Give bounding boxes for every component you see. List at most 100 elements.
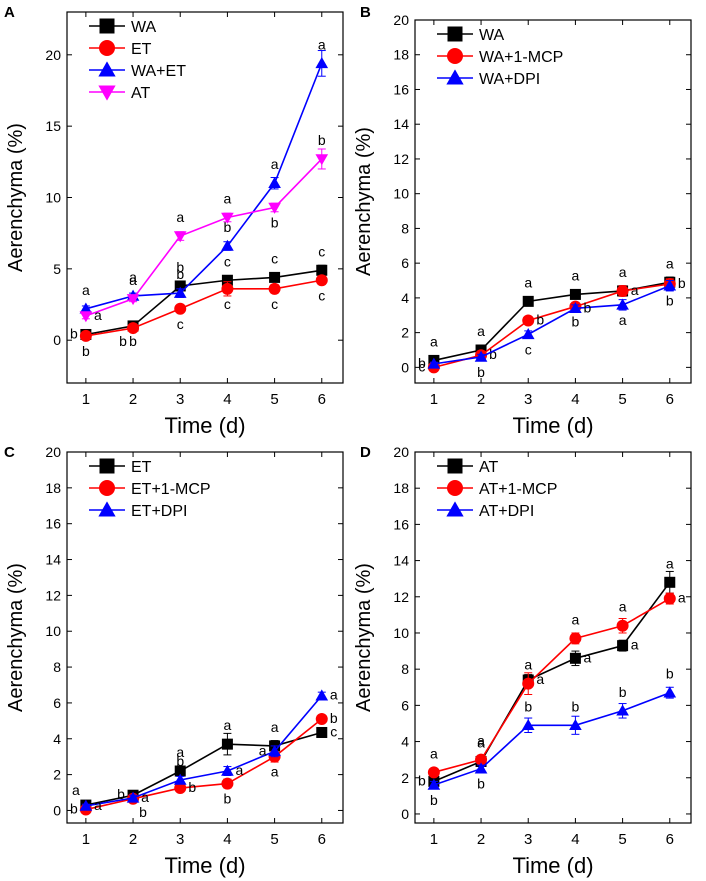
- significance-letter: b: [489, 346, 497, 362]
- data-point: [315, 689, 329, 701]
- data-point: [79, 311, 93, 323]
- data-point: [174, 302, 187, 315]
- legend-label: AT+DPI: [479, 503, 534, 520]
- y-tick-label: 10: [45, 623, 61, 639]
- data-point: [268, 282, 281, 295]
- legend-marker: [446, 69, 464, 85]
- significance-letter: b: [678, 275, 686, 291]
- panel-label: D: [360, 444, 371, 461]
- data-point: [616, 298, 629, 310]
- significance-letter: b: [477, 364, 485, 380]
- legend: WA ET WA+ET AT: [89, 18, 186, 102]
- x-tick-label: 6: [666, 391, 674, 408]
- y-tick-label: 2: [401, 770, 409, 786]
- data-point: [315, 57, 329, 69]
- y-tick-label: 16: [393, 516, 409, 532]
- significance-letter: b: [477, 776, 485, 792]
- x-axis-title: Time (d): [164, 853, 245, 878]
- significance-letter: b: [418, 772, 426, 788]
- significance-letter: b: [271, 214, 279, 230]
- x-tick-label: 6: [318, 391, 326, 408]
- y-tick-label: 20: [393, 12, 409, 28]
- x-tick-label: 2: [477, 391, 485, 408]
- data-point: [427, 766, 440, 779]
- y-tick-label: 14: [45, 552, 61, 568]
- series-wa: aaa a aa: [428, 255, 676, 366]
- legend-label: ET+DPI: [131, 503, 187, 520]
- data-point: [268, 202, 281, 214]
- x-tick-label: 5: [618, 391, 626, 408]
- data-point: [616, 619, 629, 632]
- significance-letter: a: [236, 762, 244, 778]
- significance-letter: b: [330, 710, 338, 726]
- significance-letter: c: [224, 253, 231, 269]
- y-tick-label: 20: [45, 444, 61, 460]
- significance-letter: a: [141, 789, 149, 805]
- legend: AT AT+1-MCP AT+DPI: [437, 458, 557, 520]
- y-tick-label: 5: [53, 261, 61, 277]
- significance-letter: a: [619, 264, 627, 280]
- significance-letter: a: [271, 764, 279, 780]
- y-tick-label: 6: [401, 697, 409, 713]
- x-tick-label: 1: [82, 391, 90, 408]
- significance-letter: b: [418, 355, 426, 371]
- significance-letter: a: [129, 269, 137, 285]
- y-tick-label: 10: [45, 190, 61, 206]
- significance-letter: b: [117, 786, 125, 802]
- significance-letter: b: [176, 753, 184, 769]
- series-at-dpi: b b b b b b: [427, 666, 677, 808]
- significance-letter: a: [330, 687, 338, 703]
- x-tick-label: 2: [477, 831, 485, 848]
- axis-frame: [66, 451, 344, 824]
- data-point: [664, 576, 676, 588]
- y-tick-label: 8: [401, 661, 409, 677]
- legend-label: AT+1-MCP: [479, 481, 557, 498]
- significance-letter: a: [572, 267, 580, 283]
- significance-letter: a: [94, 797, 102, 813]
- data-point: [173, 231, 187, 243]
- panel-label: C: [4, 444, 15, 461]
- significance-letter: a: [477, 323, 485, 339]
- significance-letter: a: [572, 611, 580, 627]
- significance-letter: a: [631, 282, 639, 298]
- significance-letter: b: [139, 804, 147, 820]
- series-wa: b bb c c c: [70, 243, 328, 349]
- x-tick-label: 1: [430, 391, 438, 408]
- x-tick-label: 3: [176, 831, 184, 848]
- data-point: [126, 294, 140, 306]
- y-axis-title: Aerenchyma (%): [353, 127, 375, 276]
- significance-letter: a: [224, 717, 232, 733]
- significance-letter: b: [318, 132, 326, 148]
- significance-letter: a: [619, 599, 627, 615]
- x-tick-label: 5: [270, 391, 278, 408]
- significance-letter: b: [430, 792, 438, 808]
- data-point: [474, 762, 488, 774]
- significance-letter: a: [666, 255, 674, 271]
- series-line: [85, 269, 322, 336]
- y-tick-label: 0: [401, 806, 409, 822]
- significance-letter: a: [430, 745, 438, 761]
- data-point: [474, 350, 488, 362]
- significance-letter: c: [418, 358, 425, 374]
- legend-marker: [447, 480, 463, 496]
- x-tick-label: 1: [430, 831, 438, 848]
- y-tick-label: 18: [393, 480, 409, 496]
- x-tick-label: 2: [129, 831, 137, 848]
- significance-letter: b: [188, 779, 196, 795]
- series-line: [85, 279, 322, 337]
- legend-label: ET+1-MCP: [131, 481, 211, 498]
- significance-letter: b: [666, 293, 674, 309]
- significance-letter: c: [318, 243, 325, 259]
- x-tick-label: 4: [223, 831, 231, 848]
- series-line: [85, 63, 323, 310]
- data-point: [79, 329, 92, 342]
- data-point: [221, 738, 233, 750]
- series-line: [85, 695, 323, 807]
- data-point: [268, 744, 281, 757]
- x-tick-label: 2: [129, 391, 137, 408]
- legend-marker: [99, 40, 115, 56]
